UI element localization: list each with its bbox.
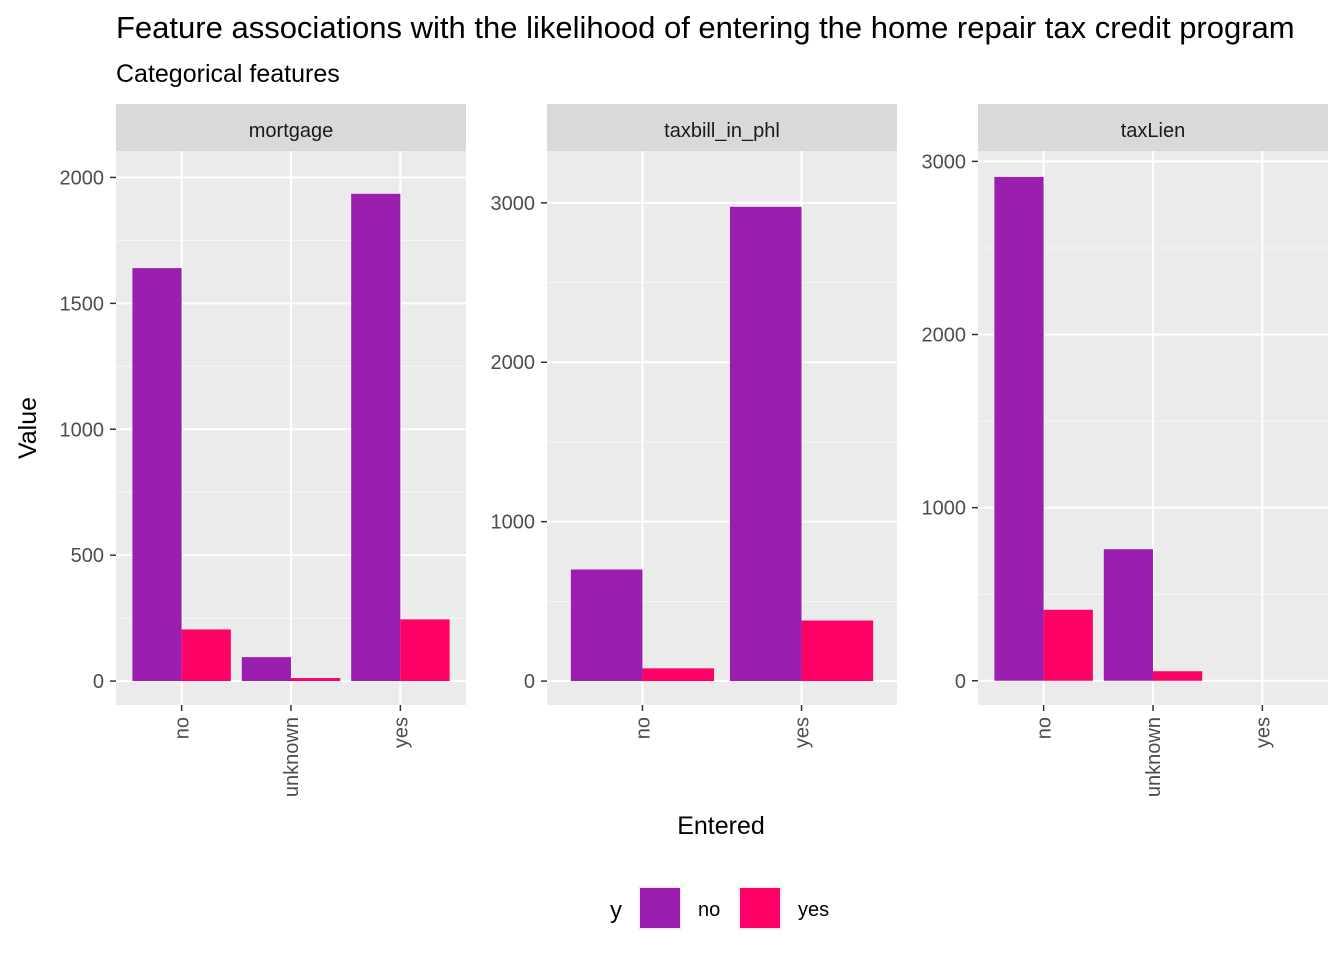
x-axis-label: Entered — [677, 812, 765, 840]
bar-taxbill-in-phl-no-no — [570, 569, 643, 682]
legend-title: y — [610, 897, 622, 924]
y-tick-label: 3000 — [922, 151, 967, 173]
bar-taxlien-no-yes — [1043, 609, 1093, 681]
y-tick-label: 2000 — [60, 167, 105, 189]
legend-label-no: no — [698, 899, 720, 921]
y-tick-label: 1000 — [60, 419, 105, 441]
y-axis-label: Value — [14, 397, 42, 459]
legend-key-yes — [740, 888, 780, 928]
facet-strip — [978, 104, 1328, 151]
x-tick-label: yes — [792, 717, 814, 748]
bar-mortgage-no-yes — [181, 629, 231, 682]
bar-taxlien-no-no — [994, 176, 1044, 681]
y-tick-label: 0 — [955, 671, 966, 693]
x-tick-label: unknown — [281, 717, 303, 797]
y-tick-label: 500 — [71, 545, 104, 567]
legend-label-yes: yes — [798, 899, 829, 921]
x-tick-label: yes — [390, 717, 412, 748]
y-tick-label: 3000 — [491, 193, 536, 215]
bar-mortgage-yes-yes — [400, 619, 450, 682]
legend: y no yes — [610, 886, 829, 930]
panel-taxlien: taxLien 0 1000 2000 3000 no unknown yes — [922, 104, 1328, 797]
facet-label: taxLien — [1121, 120, 1186, 142]
y-tick-label: 2000 — [922, 325, 967, 347]
bar-taxlien-unknown-yes — [1153, 671, 1203, 681]
bar-taxbill-in-phl-no-yes — [642, 668, 715, 682]
x-tick-label: no — [632, 717, 654, 739]
x-tick-label: yes — [1252, 717, 1274, 748]
y-tick-label: 1000 — [922, 498, 967, 520]
bar-mortgage-unknown-yes — [291, 678, 341, 682]
x-tick-label: unknown — [1143, 717, 1165, 797]
bar-taxbill-in-phl-yes-yes — [801, 620, 874, 682]
bar-taxbill-in-phl-yes-no — [729, 206, 802, 682]
facet-label: taxbill_in_phl — [664, 120, 780, 142]
facet-strip — [547, 104, 897, 151]
facet-strip — [116, 104, 466, 151]
panel-mortgage: mortgage 0 500 1000 1500 2000 no unknown yes — [60, 104, 466, 797]
panel-taxbill-in-phl: taxbill_in_phl 0 1000 2000 3000 no yes — [491, 104, 897, 748]
facet-label: mortgage — [249, 120, 334, 142]
x-tick-label: no — [1034, 717, 1056, 739]
y-tick-label: 1500 — [60, 293, 105, 315]
chart-title: Feature associations with the likelihood… — [116, 10, 1295, 45]
bar-mortgage-no-no — [132, 268, 182, 682]
legend-key-no — [640, 888, 680, 928]
bar-mortgage-yes-no — [351, 193, 401, 682]
y-tick-label: 1000 — [491, 512, 536, 534]
chart-subtitle: Categorical features — [116, 60, 340, 88]
y-tick-label: 0 — [93, 671, 104, 693]
y-tick-label: 2000 — [491, 352, 536, 374]
bar-taxlien-unknown-no — [1103, 549, 1153, 681]
y-tick-label: 0 — [524, 671, 535, 693]
x-tick-label: no — [172, 717, 194, 739]
bar-mortgage-unknown-no — [241, 657, 291, 682]
